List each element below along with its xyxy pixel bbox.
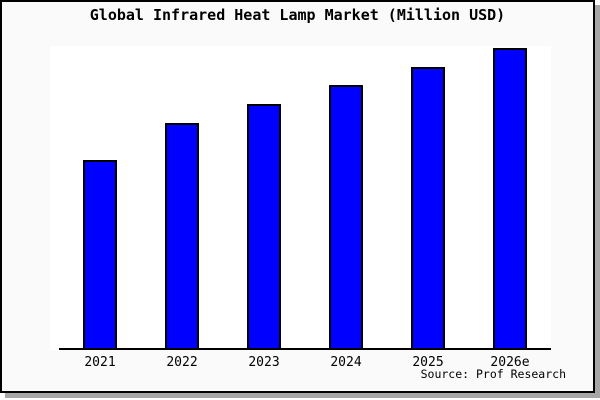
plot-area	[50, 46, 551, 350]
bar-2023	[247, 104, 281, 348]
xtick-label-2024: 2024	[330, 355, 362, 370]
bar-2022	[165, 123, 199, 348]
xtick-label-2026e: 2026e	[490, 355, 530, 370]
chart-frame: Global Infrared Heat Lamp Market (Millio…	[0, 0, 595, 393]
bar-slot-2022	[141, 46, 223, 348]
bar-slot-2021	[59, 46, 141, 348]
source-note: Source: Prof Research	[420, 367, 566, 381]
bar-slot-2025	[387, 46, 469, 348]
bar-slot-2023	[223, 46, 305, 348]
xtick-label-2025: 2025	[412, 355, 444, 370]
bar-2021	[83, 160, 117, 348]
bar-2024	[329, 85, 363, 348]
bar-slot-2024	[305, 46, 387, 348]
x-axis-baseline	[59, 46, 551, 350]
chart-title: Global Infrared Heat Lamp Market (Millio…	[89, 6, 506, 24]
x-axis-tick-labels: 2021 2022 2023 2024 2025 2026e	[59, 352, 551, 370]
bar-2025	[411, 67, 445, 348]
bar-2026e	[493, 48, 527, 348]
bar-slot-2026e	[469, 46, 551, 348]
xtick-label-2022: 2022	[166, 355, 198, 370]
xtick-label-2023: 2023	[248, 355, 280, 370]
xtick-label-2021: 2021	[84, 355, 116, 370]
